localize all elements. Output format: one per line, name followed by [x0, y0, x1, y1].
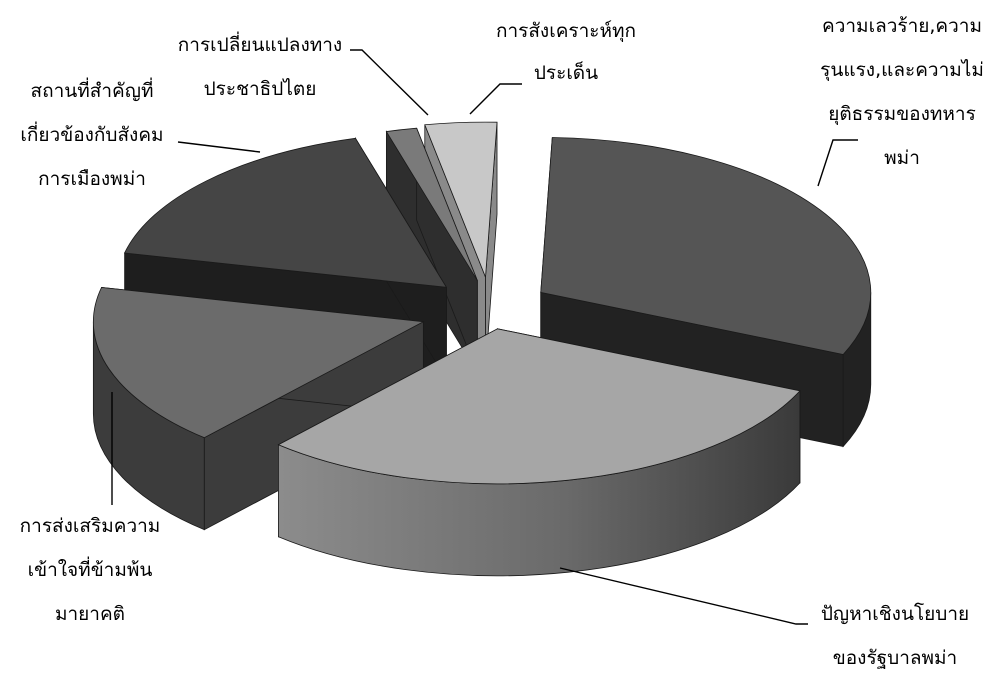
slice-label-5: การเปลี่ยนแปลงทางประชาธิปไตย [178, 31, 342, 100]
slice-label-4-line-2: เกี่ยวข้องกับสังคม [20, 121, 163, 146]
leader-line-4 [177, 141, 261, 153]
slice-label-1-line-2: รุนแรง,และความไม่ [820, 59, 984, 82]
pie-slice-6-top [424, 121, 498, 278]
leader-line-5 [350, 49, 429, 116]
slice-label-2-line-2: ของรัฐบาลพม่า [833, 647, 957, 669]
slice-label-6: การสังเคราะห์ทุกประเด็น [496, 20, 636, 84]
pie-slice-5 [385, 127, 478, 374]
slice-label-2: ปัญหาเชิงนโยบายของรัฐบาลพม่า [821, 602, 969, 669]
slices-layer [92, 121, 872, 577]
slice-label-3-line-2: เข้าใจที่ข้ามพ้น [28, 556, 153, 581]
slice-label-6-line-2: ประเด็น [534, 60, 598, 84]
pie-slice-2-top [277, 328, 801, 485]
slice-label-2-line-1: ปัญหาเชิงนโยบาย [821, 602, 969, 625]
labels-layer: ความเลวร้าย,ความรุนแรง,และความไม่ยุติธรร… [20, 15, 984, 669]
leader-line-2 [559, 567, 808, 625]
pie-slice-3-top [92, 287, 425, 439]
slice-label-4-line-3: การเมืองพม่า [38, 168, 146, 190]
slice-label-4-line-1: สถานที่สำคัญที่ [31, 77, 154, 102]
slice-label-3-line-1: การส่งเสริมความ [20, 515, 161, 537]
slice-label-4: สถานที่สำคัญที่เกี่ยวข้องกับสังคมการเมือ… [20, 77, 163, 190]
slice-label-5-line-1: การเปลี่ยนแปลงทาง [178, 31, 342, 56]
slice-label-1-line-3: ยุติธรรมของทหาร [828, 103, 976, 126]
slice-label-3: การส่งเสริมความเข้าใจที่ข้ามพ้นมายาคติ [20, 515, 161, 625]
pie-slice-5-top [385, 127, 478, 281]
slice-label-5-line-2: ประชาธิปไตย [204, 78, 317, 100]
slice-label-3-line-3: มายาคติ [55, 603, 125, 625]
slice-label-1-line-1: ความเลวร้าย,ความ [822, 15, 982, 37]
pie-slice-2 [277, 328, 801, 577]
slice-label-6-line-1: การสังเคราะห์ทุก [496, 20, 636, 43]
pie-slice-4-top [123, 137, 448, 288]
slice-label-1-line-4: พม่า [884, 147, 920, 169]
leader-line-1 [817, 139, 858, 187]
leader-line-6 [469, 83, 522, 115]
leader-lines [111, 49, 858, 625]
pie-slice-1-top [540, 137, 872, 355]
slice-label-1: ความเลวร้าย,ความรุนแรง,และความไม่ยุติธรร… [820, 15, 984, 169]
